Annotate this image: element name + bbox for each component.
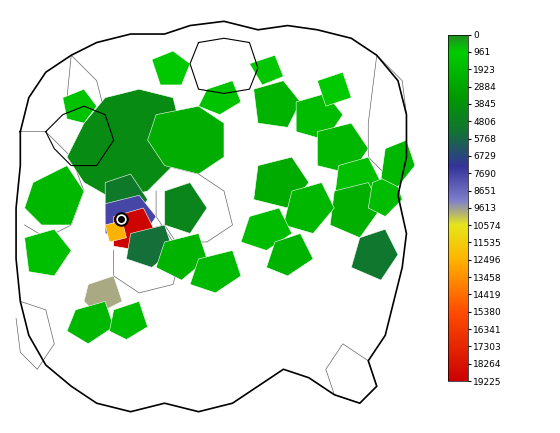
Polygon shape <box>105 195 156 242</box>
Polygon shape <box>84 276 122 314</box>
Polygon shape <box>254 81 300 127</box>
Polygon shape <box>152 51 190 85</box>
Polygon shape <box>296 94 343 140</box>
Polygon shape <box>105 174 148 225</box>
Polygon shape <box>148 106 224 174</box>
Polygon shape <box>381 140 415 187</box>
Polygon shape <box>318 72 351 106</box>
Polygon shape <box>241 208 292 250</box>
Polygon shape <box>334 157 381 208</box>
Polygon shape <box>63 89 97 123</box>
Polygon shape <box>109 301 148 339</box>
Polygon shape <box>330 183 381 238</box>
Polygon shape <box>127 225 173 268</box>
Polygon shape <box>254 157 309 208</box>
Polygon shape <box>249 55 283 85</box>
Polygon shape <box>156 233 207 280</box>
Polygon shape <box>25 165 84 225</box>
Polygon shape <box>318 123 368 174</box>
Polygon shape <box>283 183 334 233</box>
Polygon shape <box>105 221 127 242</box>
Polygon shape <box>190 250 241 293</box>
Polygon shape <box>165 183 207 233</box>
Polygon shape <box>368 174 402 216</box>
Polygon shape <box>67 89 181 200</box>
Polygon shape <box>25 229 71 276</box>
Polygon shape <box>114 208 156 250</box>
Polygon shape <box>267 233 313 276</box>
Polygon shape <box>351 229 398 280</box>
Polygon shape <box>199 81 241 115</box>
Polygon shape <box>67 301 114 344</box>
